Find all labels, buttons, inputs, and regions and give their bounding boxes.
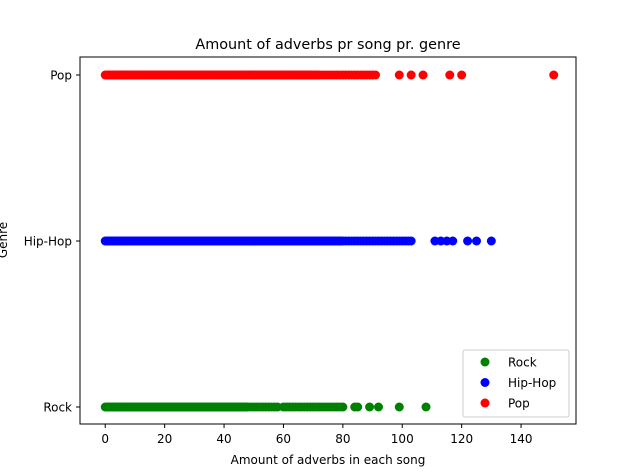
y-tick-label: Pop xyxy=(50,69,72,83)
point-hip-hop xyxy=(463,236,473,246)
y-axis-label: Genre xyxy=(0,222,10,258)
point-hip-hop xyxy=(486,236,496,246)
legend-marker xyxy=(480,378,490,387)
x-tick-label: 20 xyxy=(157,432,172,446)
y-axis: Rock Hip-Hop Pop xyxy=(24,69,80,415)
point-pop xyxy=(394,70,404,80)
point-pop xyxy=(418,70,428,80)
point-rock xyxy=(338,402,348,412)
point-rock xyxy=(373,402,383,412)
point-pop xyxy=(371,70,381,80)
chart-title: Amount of adverbs pr song pr. genre xyxy=(195,37,460,53)
legend-marker xyxy=(480,398,490,408)
x-tick-label: 120 xyxy=(450,432,473,446)
point-pop xyxy=(457,70,467,80)
point-rock xyxy=(353,402,363,412)
legend: Rock Hip-Hop Pop xyxy=(462,349,570,418)
x-tick-label: 80 xyxy=(335,432,350,446)
point-hip-hop xyxy=(472,236,481,246)
point-hip-hop xyxy=(406,236,416,246)
x-tick-label: 100 xyxy=(391,432,414,446)
x-axis-label: Amount of adverbs in each song xyxy=(231,453,426,467)
point-pop xyxy=(549,70,559,80)
legend-label: Hip-Hop xyxy=(508,376,556,390)
plot-marks xyxy=(100,70,559,412)
point-rock xyxy=(365,402,375,412)
x-tick-label: 0 xyxy=(101,432,109,446)
y-tick-label: Rock xyxy=(43,401,72,415)
point-pop xyxy=(445,70,455,80)
x-axis: 0 20 40 60 80 100 120 140 xyxy=(101,424,533,446)
point-hip-hop xyxy=(448,236,458,246)
legend-box xyxy=(462,349,570,418)
x-tick-label: 140 xyxy=(510,432,533,446)
x-tick-label: 40 xyxy=(216,432,231,446)
point-pop xyxy=(406,70,416,80)
point-rock xyxy=(394,402,404,412)
y-tick-label: Hip-Hop xyxy=(24,235,72,249)
legend-label: Rock xyxy=(508,356,537,370)
legend-label: Pop xyxy=(508,397,530,411)
point-rock xyxy=(421,402,431,412)
legend-marker xyxy=(480,357,490,367)
x-tick-label: 60 xyxy=(276,432,291,446)
